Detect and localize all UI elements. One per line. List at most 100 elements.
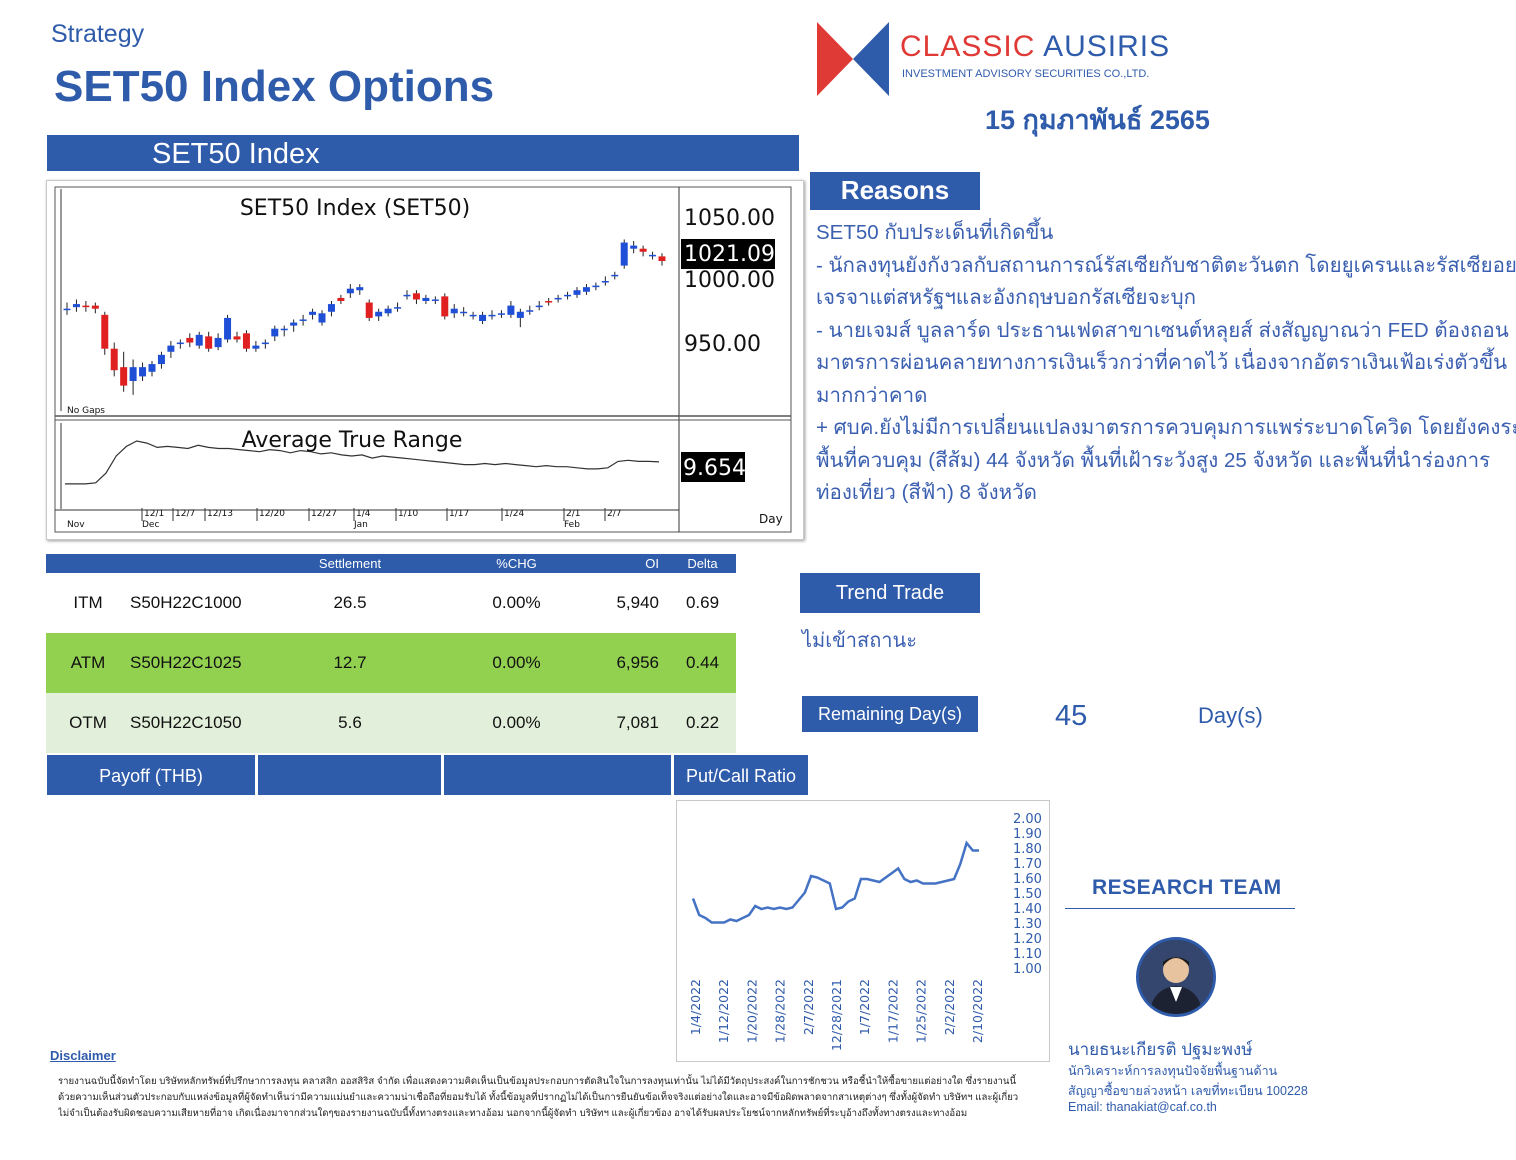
- disclaimer-text: รายงานฉบับนี้จัดทำโดย บริษัทหลักทรัพย์ที…: [58, 1074, 1018, 1122]
- y-tick-label: 1.20: [1013, 932, 1042, 947]
- candle: [148, 361, 156, 377]
- y-tick-label: 1.30: [1013, 917, 1042, 932]
- candle: [101, 311, 109, 355]
- table-row: OTM S50H22C1050 5.6 0.00% 7,081 0.22: [46, 693, 736, 753]
- candle: [375, 308, 383, 321]
- candle: [497, 310, 505, 318]
- remaining-days-label: Remaining Day(s): [802, 696, 978, 732]
- table-row: ITM S50H22C1000 26.5 0.00% 5,940 0.69: [46, 573, 736, 633]
- column-header: [46, 554, 130, 573]
- candle: [205, 331, 213, 352]
- candle: [167, 341, 175, 358]
- x-tick-label: 2/1: [566, 509, 580, 519]
- candle: [271, 325, 279, 341]
- x-tick-label: 1/4/2022: [688, 979, 703, 1035]
- candle: [91, 302, 99, 314]
- set50-chart: SET50 Index (SET50) 1050.00 1000.00 950.…: [54, 186, 792, 533]
- disclaimer-line: ด้วยความเห็นส่วนตัวประกอบกับแหล่งข้อมูลท…: [58, 1092, 1018, 1103]
- y-tick-label: 1.70: [1013, 857, 1042, 872]
- column-header-chg: %CHG: [440, 554, 593, 573]
- x-tick-label: 12/28/2021: [829, 979, 844, 1051]
- moneyness-cell: OTM: [46, 693, 130, 753]
- candle: [479, 311, 487, 325]
- candle: [290, 319, 298, 332]
- candle: [573, 287, 581, 298]
- x-tick-label: 1/12/2022: [716, 979, 731, 1043]
- atr-chart-title: Average True Range: [242, 428, 463, 453]
- chg-cell: 0.00%: [440, 633, 593, 693]
- candle: [318, 310, 326, 326]
- price-label-950: 950.00: [684, 332, 761, 357]
- column-header-settlement: Settlement: [260, 554, 440, 573]
- divider: [1065, 908, 1295, 909]
- oi-cell: 6,956: [593, 633, 669, 693]
- y-tick-label: 1.00: [1013, 962, 1042, 977]
- put-call-ratio-chart: 2.001.901.801.701.601.501.401.301.201.10…: [688, 812, 1042, 1051]
- reasons-line: SET50 กับประเด็นที่เกิดขึ้น: [816, 221, 1054, 244]
- candle: [658, 253, 666, 266]
- settlement-cell: 26.5: [260, 573, 440, 633]
- analyst-license: สัญญาซื้อขายล่วงหน้า เลขที่ทะเบียน 10022…: [1068, 1084, 1308, 1098]
- candle: [630, 241, 638, 254]
- candle: [535, 301, 543, 311]
- report-date: 15 กุมภาพันธ์ 2565: [985, 105, 1210, 135]
- candle: [507, 301, 515, 318]
- candle: [460, 307, 468, 317]
- candle: [394, 302, 402, 312]
- candle: [346, 284, 354, 298]
- trend-trade-label: Trend Trade: [800, 573, 980, 613]
- x-tick-label: 2/7/2022: [801, 979, 816, 1035]
- candle: [412, 290, 420, 305]
- last-price-label: 1021.09: [684, 242, 775, 267]
- candle: [365, 299, 373, 321]
- atr-series-line: [65, 440, 660, 485]
- x-tick-label: 1/4: [356, 509, 371, 519]
- candle: [299, 314, 307, 326]
- x-tick-label: 1/20/2022: [744, 979, 759, 1043]
- candle: [176, 339, 184, 349]
- section-label: Strategy: [51, 20, 145, 48]
- analyst-photo-icon: [1139, 940, 1213, 1014]
- y-tick-label: 1.90: [1013, 827, 1042, 842]
- table-row: ATM S50H22C1025 12.7 0.00% 6,956 0.44: [46, 633, 736, 693]
- x-tick-label: 1/24: [504, 509, 524, 519]
- x-tick-label: 1/17: [449, 509, 469, 519]
- candle: [639, 245, 647, 257]
- y-tick-label: 1.50: [1013, 887, 1042, 902]
- x-tick-label: 2/7: [607, 509, 621, 519]
- candle: [242, 330, 250, 352]
- candle: [601, 276, 609, 286]
- candle: [129, 359, 137, 395]
- candle: [592, 282, 600, 291]
- company-name-part1: CLASSIC: [900, 30, 1036, 63]
- candle: [488, 310, 496, 320]
- x-tick-label: 12/27: [311, 509, 337, 519]
- column-header: [130, 554, 260, 573]
- reasons-text: SET50 กับประเด็นที่เกิดขึ้น - นักลงทุนยั…: [816, 217, 1516, 510]
- company-name-part2: AUSIRIS: [1043, 30, 1171, 63]
- index-section-title: SET50 Index: [152, 138, 320, 170]
- chg-cell: 0.00%: [440, 693, 593, 753]
- y-tick-label: 1.60: [1013, 872, 1042, 887]
- candle-chart-title: SET50 Index (SET50): [240, 196, 470, 221]
- candle: [261, 339, 269, 349]
- candle: [224, 314, 232, 343]
- price-label-1050: 1050.00: [684, 206, 775, 231]
- x-tick-label: 12/13: [207, 509, 233, 519]
- disclaimer-line: รายงานฉบับนี้จัดทำโดย บริษัทหลักทรัพย์ที…: [58, 1076, 1018, 1087]
- remaining-days-unit: Day(s): [1198, 703, 1263, 728]
- set50-chart-panel: SET50 Index (SET50) 1050.00 1000.00 950.…: [46, 180, 804, 540]
- settlement-cell: 5.6: [260, 693, 440, 753]
- candle: [450, 304, 458, 318]
- y-tick-label: 1.10: [1013, 947, 1042, 962]
- column-header-delta: Delta: [669, 554, 736, 573]
- candle: [139, 362, 147, 381]
- reasons-line: พื้นที่ควบคุม (สีส้ม) 44 จังหวัด พื้นที่…: [816, 448, 1491, 472]
- x-tick-label: 1/25/2022: [914, 979, 929, 1043]
- delta-cell: 0.69: [669, 573, 736, 633]
- candle: [545, 297, 553, 306]
- candle: [110, 342, 118, 377]
- research-team-title: RESEARCH TEAM: [1092, 876, 1282, 899]
- payoff-blank-cell: [258, 755, 441, 795]
- company-subtitle: INVESTMENT ADVISORY SECURITIES CO.,LTD.: [902, 68, 1150, 80]
